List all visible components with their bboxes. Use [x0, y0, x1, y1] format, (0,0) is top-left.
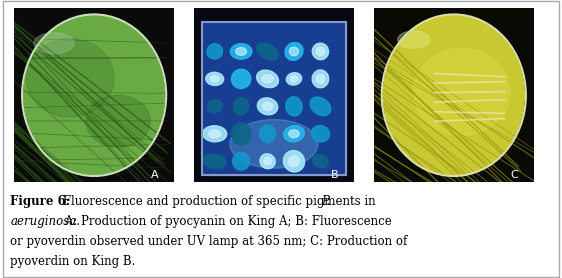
Ellipse shape	[310, 97, 331, 116]
Ellipse shape	[311, 126, 330, 142]
Ellipse shape	[233, 152, 250, 170]
Ellipse shape	[34, 33, 74, 54]
Ellipse shape	[257, 43, 278, 60]
Ellipse shape	[26, 39, 114, 117]
Text: P.: P.	[321, 195, 330, 208]
Ellipse shape	[230, 44, 252, 59]
Ellipse shape	[289, 156, 300, 167]
Ellipse shape	[232, 123, 251, 145]
Ellipse shape	[312, 43, 329, 60]
Ellipse shape	[312, 70, 329, 88]
Ellipse shape	[262, 75, 273, 83]
Ellipse shape	[289, 47, 298, 56]
Ellipse shape	[232, 69, 251, 88]
Ellipse shape	[284, 126, 305, 142]
Text: Figure 6:: Figure 6:	[10, 195, 70, 208]
Ellipse shape	[257, 98, 278, 115]
Ellipse shape	[383, 15, 524, 175]
Ellipse shape	[203, 154, 226, 168]
Ellipse shape	[210, 76, 219, 82]
Ellipse shape	[286, 97, 302, 116]
Ellipse shape	[209, 130, 221, 138]
Ellipse shape	[283, 151, 305, 172]
Ellipse shape	[206, 72, 224, 85]
Ellipse shape	[289, 130, 299, 138]
Bar	[202, 22, 346, 175]
Ellipse shape	[230, 120, 318, 168]
Text: aeruginosa.: aeruginosa.	[10, 215, 80, 228]
Ellipse shape	[24, 15, 165, 175]
Text: C: C	[511, 170, 519, 180]
Ellipse shape	[203, 126, 226, 142]
Ellipse shape	[207, 44, 223, 59]
Text: or pyoverdin observed under UV lamp at 365 nm; C: Production of: or pyoverdin observed under UV lamp at 3…	[10, 235, 407, 248]
Ellipse shape	[316, 75, 325, 83]
Ellipse shape	[316, 47, 324, 56]
Text: A: A	[151, 170, 159, 180]
Ellipse shape	[260, 125, 275, 143]
Ellipse shape	[312, 155, 328, 168]
Ellipse shape	[285, 43, 303, 60]
Ellipse shape	[398, 31, 430, 48]
Ellipse shape	[290, 76, 298, 82]
Ellipse shape	[234, 98, 248, 115]
Ellipse shape	[262, 102, 273, 111]
Text: pyoverdin on King B.: pyoverdin on King B.	[10, 255, 135, 268]
Text: A: Production of pyocyanin on King A; B: Fluorescence: A: Production of pyocyanin on King A; B:…	[61, 215, 392, 228]
Ellipse shape	[264, 158, 271, 165]
Ellipse shape	[257, 70, 279, 88]
Text: Fluorescence and production of specific pigments in: Fluorescence and production of specific …	[59, 195, 379, 208]
Bar	[202, 22, 346, 175]
Ellipse shape	[260, 154, 275, 169]
Ellipse shape	[286, 73, 302, 85]
Ellipse shape	[207, 100, 222, 113]
Ellipse shape	[414, 48, 510, 135]
Ellipse shape	[86, 95, 150, 147]
Ellipse shape	[235, 48, 247, 55]
Text: B: B	[331, 170, 339, 180]
